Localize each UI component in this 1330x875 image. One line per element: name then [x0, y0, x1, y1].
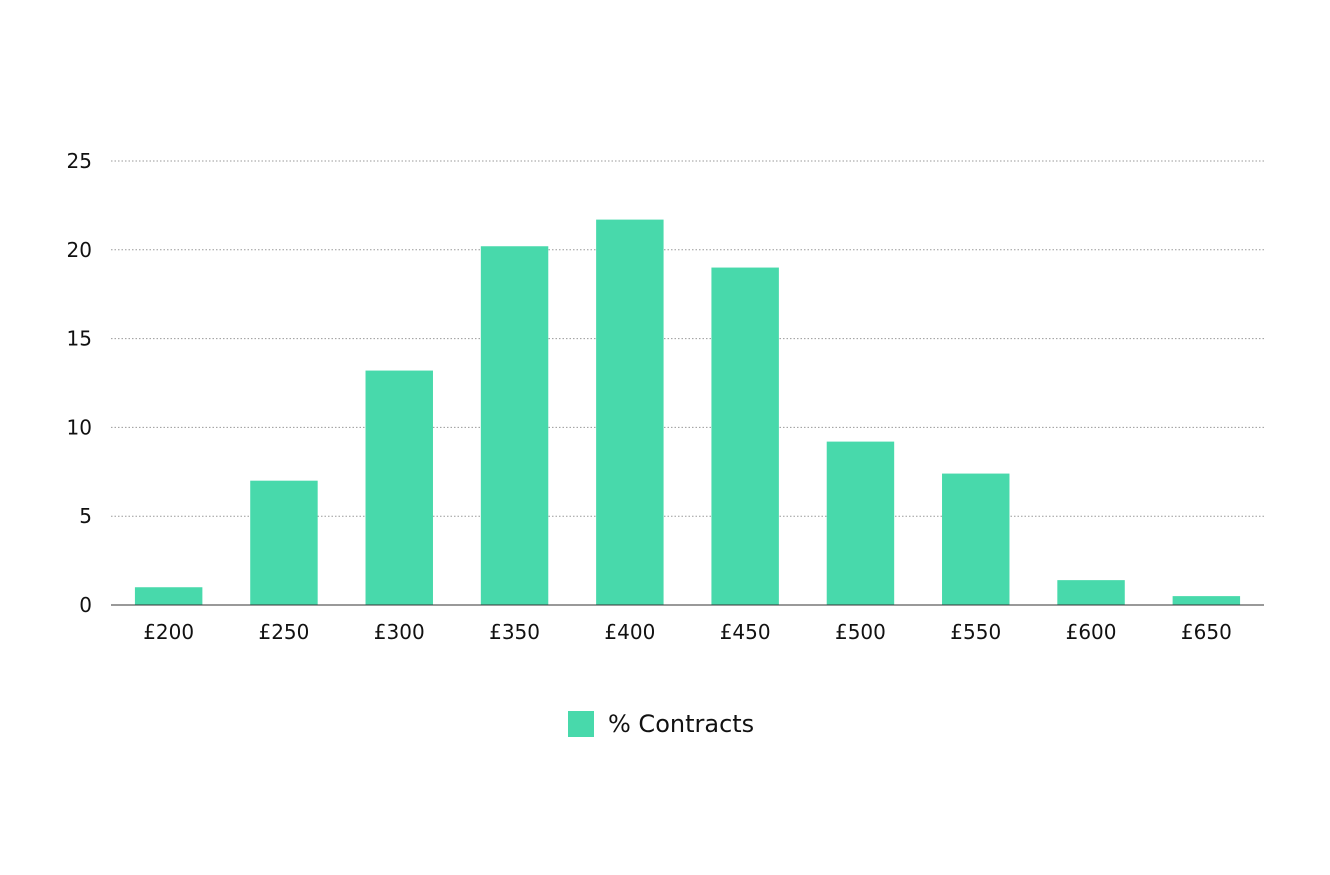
x-tick-label: £350 — [489, 620, 540, 644]
x-tick-label: £500 — [835, 620, 886, 644]
x-tick-label: £200 — [143, 620, 194, 644]
x-tick-label: £400 — [604, 620, 655, 644]
x-tick-label: £450 — [720, 620, 771, 644]
x-axis-ticks: £200 £250 £300 £350 £400 £450 £500 £550 £600 £650 — [143, 620, 1232, 644]
legend-swatch — [568, 711, 594, 737]
gridlines — [111, 160, 1264, 517]
x-tick-label: £300 — [374, 620, 425, 644]
bars — [134, 219, 1241, 606]
bar — [711, 267, 779, 605]
legend: % Contracts — [568, 710, 754, 738]
y-tick-label: 10 — [67, 415, 92, 439]
y-tick-label: 15 — [67, 327, 92, 351]
x-tick-label: £650 — [1181, 620, 1232, 644]
bar — [1057, 580, 1125, 605]
bar — [826, 441, 895, 605]
x-tick-label: £250 — [258, 620, 309, 644]
y-tick-label: 0 — [79, 593, 92, 617]
x-tick-label: £600 — [1066, 620, 1117, 644]
bar — [942, 473, 1010, 605]
bar — [596, 219, 664, 605]
y-tick-label: 20 — [67, 238, 92, 262]
legend-label: % Contracts — [608, 710, 755, 738]
bar — [134, 587, 203, 605]
bar — [480, 246, 549, 606]
y-tick-label: 25 — [67, 149, 92, 173]
y-axis-ticks: 0 5 10 15 20 25 — [67, 149, 92, 617]
bar — [365, 370, 433, 605]
y-tick-label: 5 — [79, 504, 92, 528]
bar — [250, 480, 318, 605]
x-tick-label: £550 — [950, 620, 1001, 644]
bar — [1172, 596, 1241, 605]
